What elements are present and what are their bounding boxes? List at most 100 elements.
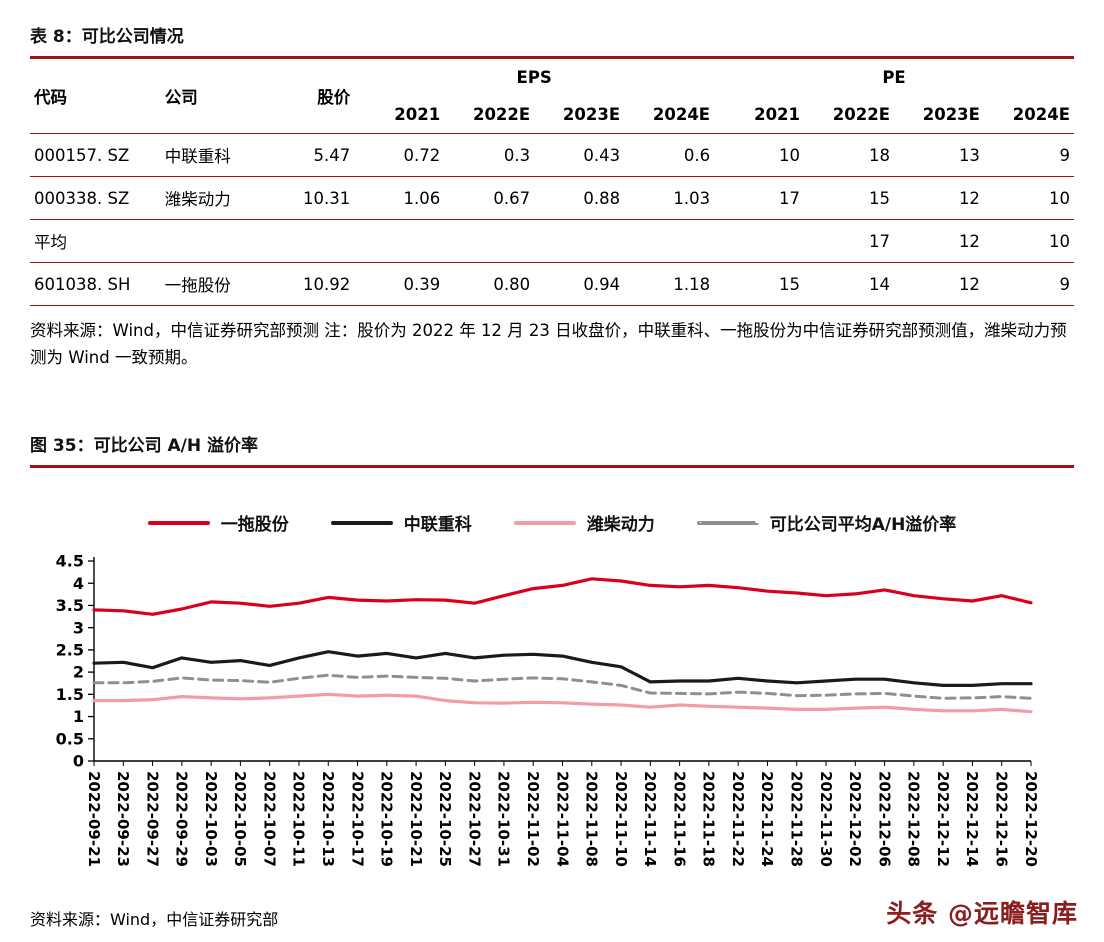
x-tick-label: 2022-10-21 bbox=[407, 771, 425, 867]
header-eps-2024e: 2024E bbox=[624, 96, 715, 134]
table-cell: 0.72 bbox=[354, 133, 445, 177]
table-cell: 潍柴动力 bbox=[160, 176, 282, 220]
x-tick-label: 2022-11-18 bbox=[700, 771, 718, 867]
chart-block: 一拖股份 中联重科 潍柴动力 可比公司平均A/H溢价率 0 0.5 1 1.5 2 2.5 3 3.… bbox=[30, 510, 1074, 921]
legend-line-sample bbox=[696, 520, 759, 525]
table-cell: 13 bbox=[893, 133, 984, 177]
table-header-year-row: 2021 2022E 2023E 2024E 2021 2022E 2023E … bbox=[30, 96, 1074, 134]
x-tick-label: 2022-12-08 bbox=[905, 771, 923, 867]
table-title: 表 8：可比公司情况 bbox=[30, 18, 1074, 59]
figure-source-note: 资料来源：Wind，中信证券研究部 bbox=[30, 910, 279, 929]
table-row: 601038. SH 一拖股份 10.92 0.39 0.80 0.94 1.1… bbox=[30, 262, 1074, 306]
table-cell: 中联重科 bbox=[160, 133, 282, 177]
y-tick-label: 4.5 bbox=[56, 552, 84, 571]
x-tick-label: 2022-12-12 bbox=[934, 771, 952, 867]
x-tick-label: 2022-10-05 bbox=[231, 771, 249, 867]
header-pe-2021: 2021 bbox=[714, 96, 805, 134]
table-cell: 5.47 bbox=[281, 133, 355, 177]
x-tick-label: 2022-10-11 bbox=[290, 771, 308, 867]
table-cell: 平均 bbox=[30, 219, 161, 263]
table-cell bbox=[160, 219, 282, 263]
x-tick-label: 2022-10-27 bbox=[465, 771, 483, 867]
table-cell: 0.67 bbox=[444, 176, 535, 220]
table-cell: 17 bbox=[714, 176, 805, 220]
table-cell: 10.31 bbox=[281, 176, 355, 220]
legend-label: 潍柴动力 bbox=[586, 515, 655, 536]
header-eps-2022e: 2022E bbox=[444, 96, 535, 134]
table-cell: 601038. SH bbox=[30, 262, 161, 306]
legend-line-sample bbox=[330, 520, 393, 525]
table-cell: 000338. SZ bbox=[30, 176, 161, 220]
legend-item: 可比公司平均A/H溢价率 bbox=[696, 510, 957, 536]
header-code: 代码 bbox=[30, 59, 161, 134]
table-cell: 0.88 bbox=[534, 176, 625, 220]
legend-item: 中联重科 bbox=[330, 510, 472, 535]
table-cell: 1.03 bbox=[624, 176, 715, 220]
table-cell: 9 bbox=[983, 262, 1074, 306]
x-tick-label: 2022-11-24 bbox=[758, 771, 776, 867]
x-tick-label: 2022-12-02 bbox=[846, 771, 864, 867]
table-cell: 14 bbox=[804, 262, 894, 306]
x-tick-label: 2022-09-21 bbox=[85, 771, 103, 867]
table-cell: 0.6 bbox=[624, 133, 715, 177]
table-cell bbox=[624, 219, 715, 263]
x-tick-label: 2022-10-25 bbox=[436, 771, 454, 867]
table-cell: 12 bbox=[893, 176, 984, 220]
table-header-group-row: 代码 公司 股价 EPS PE bbox=[30, 59, 1074, 134]
x-tick-label: 2022-11-02 bbox=[524, 771, 542, 867]
table-cell: 0.43 bbox=[534, 133, 625, 177]
header-pe-group: PE bbox=[882, 68, 906, 87]
y-tick-label: 2.5 bbox=[56, 641, 84, 660]
table-cell: 1.06 bbox=[354, 176, 445, 220]
table-cell bbox=[354, 219, 445, 263]
x-tick-label: 2022-11-16 bbox=[670, 771, 688, 867]
table-cell bbox=[534, 219, 625, 263]
footer-row: 资料来源：Wind，中信证券研究部 头条 @远瞻智库 bbox=[30, 894, 1078, 930]
x-tick-label: 2022-11-08 bbox=[583, 771, 601, 867]
table-cell: 1.18 bbox=[624, 262, 715, 306]
legend-item: 潍柴动力 bbox=[513, 510, 655, 536]
x-tick-label: 2022-10-07 bbox=[260, 771, 278, 867]
table-cell bbox=[281, 219, 355, 263]
table-cell: 一拖股份 bbox=[160, 262, 282, 306]
table-source-note: 资料来源：Wind，中信证券研究部预测 注：股价为 2022 年 12 月 23… bbox=[30, 321, 1067, 367]
x-tick-label: 2022-11-30 bbox=[817, 771, 835, 867]
legend-label: 可比公司平均A/H溢价率 bbox=[769, 515, 957, 536]
table-cell: 15 bbox=[804, 176, 894, 220]
table-cell: 000157. SZ bbox=[30, 133, 161, 177]
table-row: 000338. SZ 潍柴动力 10.31 1.06 0.67 0.88 1.0… bbox=[30, 176, 1074, 220]
table-row: 000157. SZ 中联重科 5.47 0.72 0.3 0.43 0.6 1… bbox=[30, 133, 1074, 177]
chart-legend: 一拖股份 中联重科 潍柴动力 可比公司平均A/H溢价率 bbox=[30, 510, 1074, 535]
x-tick-label: 2022-09-27 bbox=[143, 771, 161, 867]
table-cell: 17 bbox=[804, 219, 894, 263]
x-tick-label: 2022-12-14 bbox=[963, 771, 981, 867]
header-eps-2021: 2021 bbox=[354, 96, 445, 134]
y-tick-label: 0.5 bbox=[56, 730, 84, 749]
header-eps-group: EPS bbox=[516, 68, 552, 87]
header-eps-2023e: 2023E bbox=[534, 96, 625, 134]
chart-series-line bbox=[92, 693, 1033, 714]
header-company: 公司 bbox=[160, 59, 282, 134]
x-tick-label: 2022-12-20 bbox=[1022, 771, 1040, 867]
comparable-companies-table: 代码 公司 股价 EPS PE 2021 2022E 2023E 2024E 2… bbox=[30, 59, 1074, 306]
header-pe-2024e: 2024E bbox=[983, 96, 1074, 134]
x-tick-label: 2022-10-17 bbox=[348, 771, 366, 867]
table-cell: 18 bbox=[804, 133, 894, 177]
header-pe-2023e: 2023E bbox=[893, 96, 984, 134]
table-cell: 12 bbox=[893, 219, 984, 263]
x-tick-label: 2022-11-28 bbox=[788, 771, 806, 867]
table-row-average: 平均 17 12 10 bbox=[30, 219, 1074, 263]
legend-item: 一拖股份 bbox=[147, 510, 289, 535]
table-cell: 0.39 bbox=[354, 262, 445, 306]
legend-line-sample bbox=[513, 520, 576, 525]
table-cell: 10 bbox=[983, 176, 1074, 220]
y-tick-label: 3.5 bbox=[56, 596, 84, 615]
table-cell: 0.94 bbox=[534, 262, 625, 306]
chart-series-line bbox=[92, 577, 1033, 617]
premium-line-chart: 0 0.5 1 1.5 2 2.5 3 3.5 4 4.5 2022-09-21 2022-09-23… bbox=[56, 552, 1040, 867]
x-tick-label: 2022-10-03 bbox=[202, 771, 220, 867]
table-cell: 10 bbox=[714, 133, 805, 177]
table-cell: 10 bbox=[983, 219, 1074, 263]
chart-series-line bbox=[92, 650, 1033, 688]
